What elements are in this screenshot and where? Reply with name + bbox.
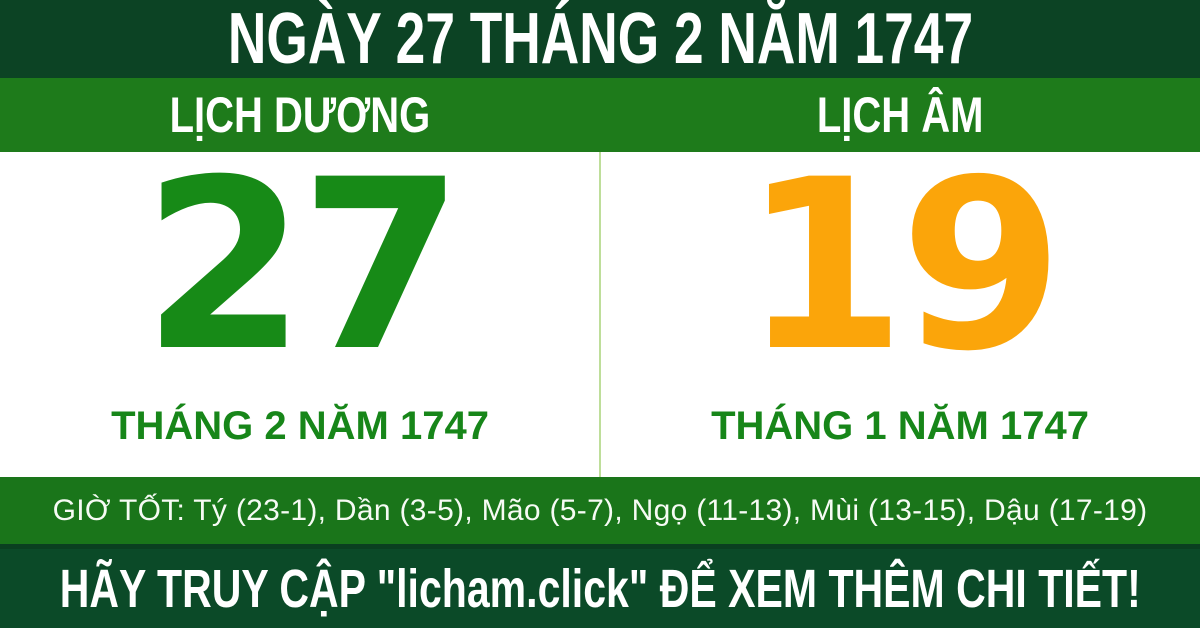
footer-cta-text: HÃY TRUY CẬP "licham.click" ĐỂ XEM THÊM … <box>59 558 1141 619</box>
solar-calendar-label: LỊCH DƯƠNG <box>169 87 431 143</box>
solar-month-year-label: THÁNG 2 NĂM 1747 <box>111 404 489 448</box>
date-header: NGÀY 27 THÁNG 2 NĂM 1747 <box>0 0 1200 78</box>
good-hours-text: GIỜ TỐT: Tý (23-1), Dần (3-5), Mão (5-7)… <box>52 493 1148 527</box>
column-divider <box>599 152 601 477</box>
solar-header-cell: LỊCH DƯƠNG <box>0 78 600 152</box>
solar-panel: 27 THÁNG 2 NĂM 1747 <box>0 130 600 477</box>
lunar-panel: 19 THÁNG 1 NĂM 1747 <box>600 130 1200 477</box>
day-panels: 27 THÁNG 2 NĂM 1747 19 THÁNG 1 NĂM 1747 <box>0 130 1200 477</box>
footer-banner: HÃY TRUY CẬP "licham.click" ĐỂ XEM THÊM … <box>0 544 1200 628</box>
lunar-month-year-label: THÁNG 1 NĂM 1747 <box>711 404 1089 448</box>
solar-day-number: 27 <box>142 130 463 403</box>
lunar-calendar-label: LỊCH ÂM <box>816 87 984 143</box>
lunar-day-number: 19 <box>742 130 1063 403</box>
date-header-title: NGÀY 27 THÁNG 2 NĂM 1747 <box>227 0 973 79</box>
calendar-type-bar: LỊCH DƯƠNG LỊCH ÂM <box>0 78 1200 152</box>
lunar-header-cell: LỊCH ÂM <box>600 78 1200 152</box>
good-hours-bar: GIỜ TỐT: Tý (23-1), Dần (3-5), Mão (5-7)… <box>0 477 1200 544</box>
